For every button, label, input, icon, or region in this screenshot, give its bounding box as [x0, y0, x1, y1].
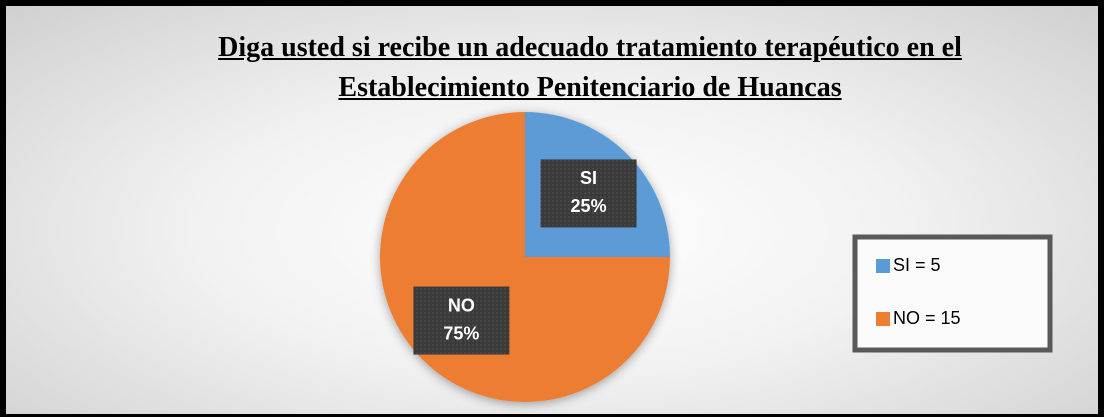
- legend-label: NO = 15: [893, 308, 961, 328]
- data-label-value: 25%: [571, 196, 607, 216]
- data-label-box: [413, 286, 510, 355]
- data-label-box: [540, 159, 637, 228]
- legend-box: [852, 234, 1053, 353]
- data-label-category: SI: [580, 168, 597, 188]
- data-label-category: NO: [448, 295, 475, 315]
- pie: [380, 112, 670, 402]
- legend-swatch: [876, 312, 890, 326]
- legend-label: SI = 5: [893, 255, 941, 275]
- data-label-value: 75%: [443, 323, 479, 343]
- chart-title: Diga usted si recibe un adecuado tratami…: [218, 32, 962, 103]
- legend-swatch: [876, 259, 890, 273]
